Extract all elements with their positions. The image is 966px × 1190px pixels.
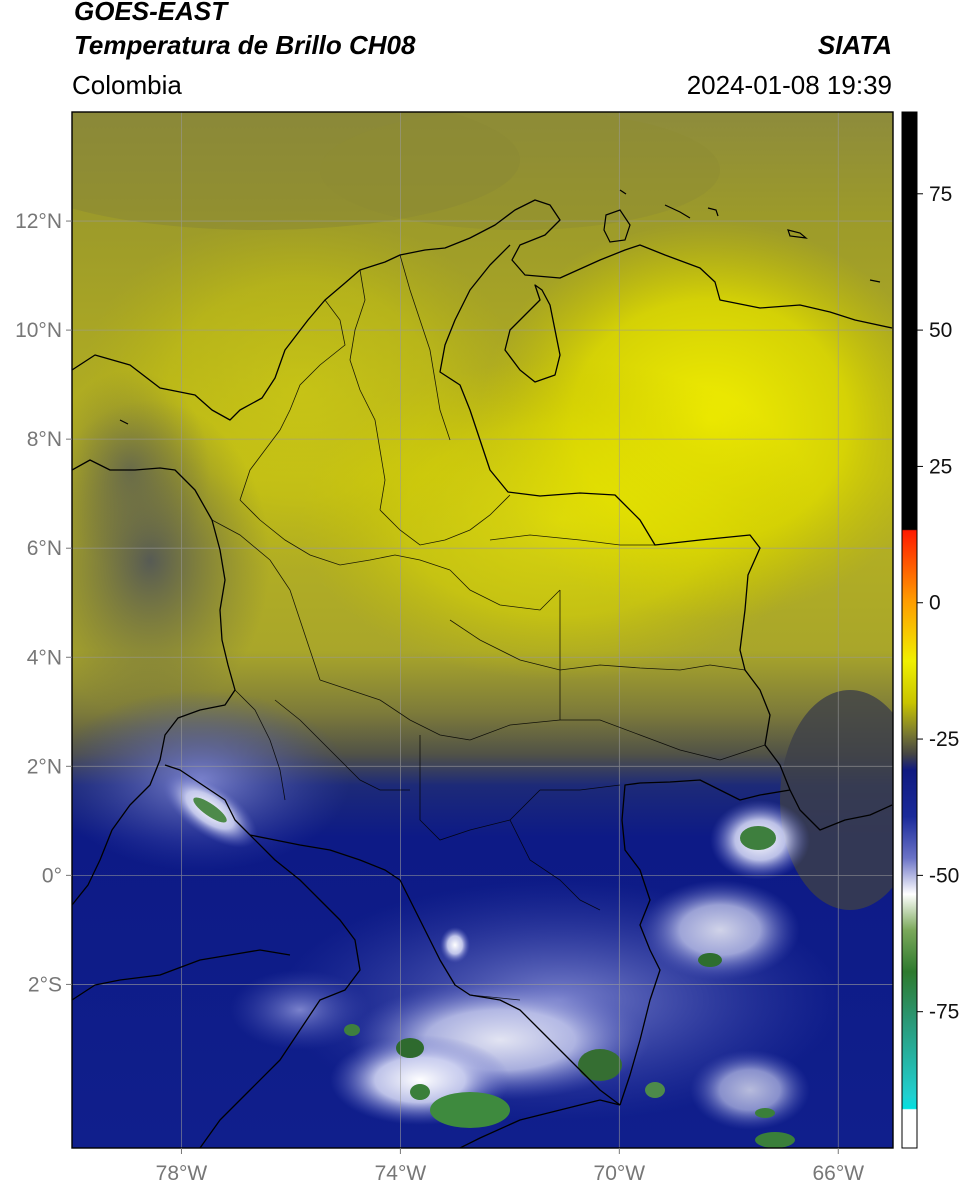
- lat-tick-label: 4°N: [27, 646, 62, 669]
- country-borders: [72, 199, 893, 1148]
- source-label: SIATA: [817, 30, 892, 60]
- lat-tick-label: 0°: [42, 864, 62, 887]
- coastline-caribbean: [72, 199, 893, 421]
- colorbar-ticks: 75 50 25 0 -25 -50 -75: [917, 183, 959, 1024]
- islands: [119, 189, 881, 425]
- border-colombia-brazil: [619, 779, 791, 1106]
- border-brazil-venezuela: [789, 789, 893, 831]
- border-colombia-peru: [249, 834, 621, 1106]
- colorbar-tick-label: -75: [929, 1001, 959, 1024]
- lon-tick-label: 70°W: [594, 1162, 646, 1185]
- department-borders: [211, 254, 766, 1001]
- lat-tick-label: 10°N: [15, 319, 62, 342]
- colorbar-tick-label: 0: [929, 592, 941, 615]
- product-title: Temperatura de Brillo CH08: [74, 30, 416, 60]
- region-label: Colombia: [72, 70, 182, 100]
- lon-tick-label: 74°W: [375, 1162, 427, 1185]
- coastline-guajira-lake: [504, 284, 561, 383]
- graticule: [72, 112, 893, 1148]
- lon-tick-labels: 78°W 74°W 70°W 66°W: [156, 1148, 864, 1185]
- coastline-pacific: [72, 459, 236, 906]
- colorbar-tick-label: 50: [929, 319, 952, 342]
- border-colombia-venezuela: [439, 244, 791, 791]
- colorbar-tick-label: -25: [929, 728, 959, 751]
- border-colombia-ecuador: [164, 764, 251, 836]
- colorbar-ramp: [901, 111, 918, 1149]
- lon-tick-label: 66°W: [812, 1162, 864, 1185]
- lat-tick-labels: 12°N 10°N 8°N 6°N 4°N 2°N 0° 2°S: [15, 210, 72, 996]
- colorbar-tick-label: -50: [929, 864, 959, 887]
- map-frame: [71, 111, 894, 1149]
- satellite-imagery: [72, 112, 893, 1148]
- colorbar-tick-label: 75: [929, 183, 952, 206]
- datetime-label: 2024-01-08 19:39: [686, 70, 892, 100]
- colorbar: 75 50 25 0 -25 -50 -75: [901, 111, 959, 1149]
- border-brazil-peru: [459, 1099, 621, 1148]
- colorbar-tick-label: 25: [929, 455, 952, 478]
- satellite-title: GOES-EAST: [74, 0, 228, 26]
- border-ecuador-peru: [199, 834, 361, 1148]
- lat-tick-label: 2°N: [27, 755, 62, 778]
- coastline-peru: [72, 949, 291, 1001]
- lat-tick-label: 8°N: [27, 428, 62, 451]
- lat-tick-label: 6°N: [27, 537, 62, 560]
- lat-tick-label: 12°N: [15, 210, 62, 233]
- lon-tick-label: 78°W: [156, 1162, 208, 1185]
- lat-tick-label: 2°S: [28, 973, 62, 996]
